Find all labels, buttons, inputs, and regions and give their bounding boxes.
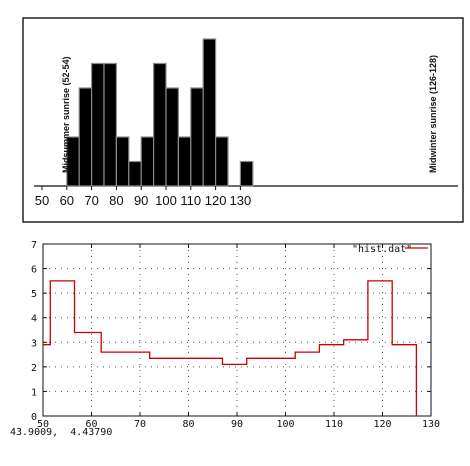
x-tick-label: 130: [422, 419, 440, 430]
y-tick-label: 5: [31, 289, 37, 300]
histogram-x-tick-label: 90: [134, 193, 148, 208]
step-plot: 0 1 2 3 4 5 6 7 50 60 70 80 90 100 110 120 130 "hist.da…: [0, 235, 470, 466]
histogram-bar: [190, 87, 204, 187]
y-tick-label: 7: [31, 240, 37, 251]
x-tick-label: 100: [276, 419, 294, 430]
x-tick-label: 70: [134, 419, 146, 430]
status-coordinates: 43.9009, 4.43790: [10, 427, 112, 438]
y-tick-label: 6: [31, 265, 37, 276]
histogram-bars: [66, 38, 254, 187]
y-tick-label: 0: [31, 412, 37, 423]
y-tick-label: 2: [31, 363, 37, 374]
histogram-x-tick-label: 60: [60, 193, 74, 208]
histogram-bar: [215, 136, 229, 187]
histogram-bar: [103, 62, 117, 187]
x-tick-label: 80: [182, 419, 194, 430]
histogram-x-tick-label: 100: [155, 193, 177, 208]
x-tick-label: 110: [325, 419, 343, 430]
histogram-bar: [115, 136, 130, 187]
plot-area: [42, 243, 432, 417]
plot-x-ticks: 50 60 70 80 90 100 110 120 130: [37, 244, 440, 430]
histogram-bar: [239, 160, 254, 187]
y-tick-label: 4: [31, 314, 37, 325]
histogram-x-ticks: 50 60 70 80 90 100 110 120 130: [35, 186, 251, 208]
histogram-bar: [177, 136, 192, 187]
histogram-bar: [202, 38, 217, 187]
annotation-midsummer: Midsummer sunrise (52-54): [61, 56, 71, 173]
y-tick-label: 3: [31, 338, 37, 349]
annotation-midwinter: Midwinter sunrise (126-128): [428, 55, 438, 173]
histogram-x-tick-label: 50: [35, 193, 49, 208]
histogram-bar: [153, 62, 167, 187]
plot-y-ticks: 0 1 2 3 4 5 6 7: [31, 240, 431, 423]
histogram-x-tick-label: 80: [109, 193, 123, 208]
histogram-x-tick-label: 120: [205, 193, 227, 208]
y-tick-label: 1: [31, 387, 37, 398]
x-tick-label: 90: [231, 419, 243, 430]
x-tick-label: 60: [85, 419, 97, 430]
histogram-bar: [78, 87, 93, 187]
histogram-x-tick-label: 70: [84, 193, 98, 208]
histogram-x-tick-label: 130: [230, 193, 252, 208]
series-line-hist: [43, 280, 418, 416]
legend-label: "hist.dat": [352, 244, 412, 255]
histogram-bar: [128, 160, 142, 187]
histogram-x-tick-label: 110: [180, 193, 201, 208]
histogram-bar: [140, 136, 155, 187]
x-tick-label: 50: [37, 419, 49, 430]
histogram-chart: 50 60 70 80 90 100 110 120 130 Midsummer sunrise…: [22, 17, 464, 223]
histogram-bar: [165, 87, 179, 187]
x-tick-label: 120: [373, 419, 391, 430]
histogram-bar: [90, 62, 105, 187]
